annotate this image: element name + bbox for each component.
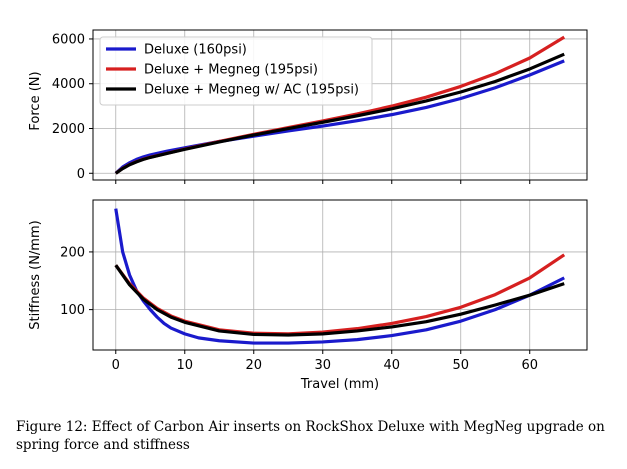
x-tick-label: 60 bbox=[521, 358, 538, 373]
y-tick-label: 0 bbox=[77, 167, 85, 182]
legend-label: Deluxe + Megneg (195psi) bbox=[144, 63, 318, 78]
x-tick-label: 0 bbox=[112, 358, 120, 373]
stiffness-chart: Stiffness (N/mm) Travel (mm) 100 200 0 10 20… bbox=[28, 199, 588, 392]
plot-frame bbox=[92, 29, 588, 181]
figure-caption: Figure 12: Effect of Carbon Air inserts … bbox=[16, 418, 616, 454]
x-tick-label: 30 bbox=[314, 358, 331, 373]
y-tick-label: 2000 bbox=[52, 122, 85, 137]
y-tick-label: 100 bbox=[60, 303, 85, 318]
x-tick-label: 50 bbox=[452, 358, 469, 373]
x-tick-label: 20 bbox=[245, 358, 262, 373]
x-tick-label: 10 bbox=[176, 358, 193, 373]
travel-x-axis-label: Travel (mm) bbox=[300, 377, 379, 392]
x-tick-label: 40 bbox=[383, 358, 400, 373]
series-line-3 bbox=[114, 264, 565, 337]
y-tick-label: 200 bbox=[60, 245, 85, 260]
plot-frame bbox=[92, 199, 588, 351]
y-tick-label: 4000 bbox=[52, 77, 85, 92]
force-y-axis-label: Force (N) bbox=[28, 71, 43, 130]
caption-text: Effect of Carbon Air inserts on RockShox… bbox=[16, 419, 605, 453]
y-tick-label: 6000 bbox=[52, 32, 85, 47]
force-chart: Force (N) 0 2000 4000 6000 Deluxe (160psi) De… bbox=[28, 29, 588, 184]
legend-box bbox=[99, 36, 373, 106]
legend-label: Deluxe + Megneg w/ AC (195psi) bbox=[144, 83, 359, 98]
stiffness-y-axis-label: Stiffness (N/mm) bbox=[28, 220, 43, 329]
legend-label: Deluxe (160psi) bbox=[144, 43, 247, 58]
series-line-3 bbox=[114, 52, 565, 175]
caption-prefix: Figure 12: bbox=[16, 419, 88, 435]
